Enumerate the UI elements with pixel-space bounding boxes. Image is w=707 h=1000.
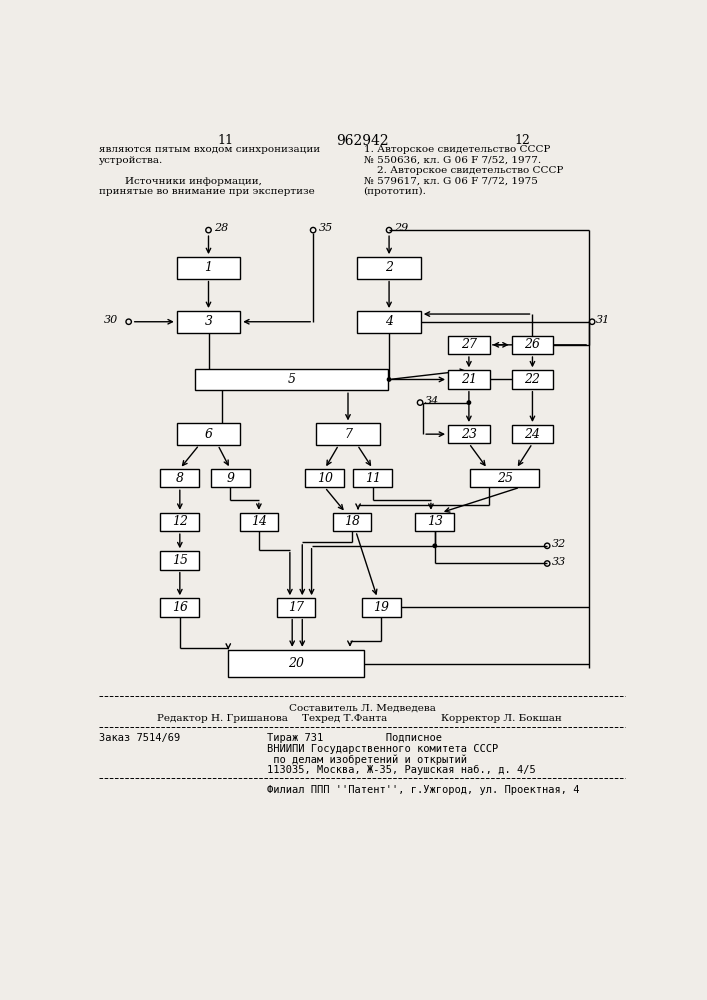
- Text: 21: 21: [461, 373, 477, 386]
- FancyBboxPatch shape: [357, 257, 421, 279]
- FancyBboxPatch shape: [448, 336, 490, 354]
- FancyBboxPatch shape: [160, 598, 199, 617]
- FancyBboxPatch shape: [416, 513, 454, 531]
- Text: Техред Т.Фанта: Техред Т.Фанта: [301, 714, 387, 723]
- Text: Корректор Л. Бокшан: Корректор Л. Бокшан: [441, 714, 562, 723]
- FancyBboxPatch shape: [160, 469, 199, 487]
- Text: 4: 4: [385, 315, 393, 328]
- Text: 3: 3: [204, 315, 213, 328]
- Text: 25: 25: [496, 472, 513, 485]
- Text: 13: 13: [427, 515, 443, 528]
- Text: 27: 27: [461, 338, 477, 351]
- FancyBboxPatch shape: [177, 423, 240, 445]
- Text: 17: 17: [288, 601, 304, 614]
- FancyBboxPatch shape: [177, 257, 240, 279]
- FancyBboxPatch shape: [276, 598, 315, 617]
- Text: 24: 24: [525, 428, 540, 441]
- FancyBboxPatch shape: [177, 311, 240, 333]
- Circle shape: [433, 544, 436, 548]
- Text: 1. Авторское свидетельство СССР
№ 550636, кл. G 06 F 7/52, 1977.
    2. Авторско: 1. Авторское свидетельство СССР № 550636…: [363, 145, 563, 196]
- FancyBboxPatch shape: [228, 650, 364, 677]
- Text: Филиал ППП ''Патент'', г.Ужгород, ул. Проектная, 4: Филиал ППП ''Патент'', г.Ужгород, ул. Пр…: [267, 785, 579, 795]
- Text: 14: 14: [251, 515, 267, 528]
- FancyBboxPatch shape: [512, 370, 554, 389]
- Text: 23: 23: [461, 428, 477, 441]
- FancyBboxPatch shape: [354, 469, 392, 487]
- FancyBboxPatch shape: [512, 336, 554, 354]
- Text: Заказ 7514/69: Заказ 7514/69: [99, 733, 180, 743]
- Circle shape: [467, 401, 471, 404]
- FancyBboxPatch shape: [357, 311, 421, 333]
- Text: Тираж 731          Подписное: Тираж 731 Подписное: [267, 733, 442, 743]
- FancyBboxPatch shape: [195, 369, 387, 390]
- Text: 33: 33: [552, 557, 566, 567]
- Text: 10: 10: [317, 472, 333, 485]
- FancyBboxPatch shape: [211, 469, 250, 487]
- Text: 18: 18: [344, 515, 360, 528]
- Text: 31: 31: [596, 315, 610, 325]
- FancyBboxPatch shape: [160, 551, 199, 570]
- FancyBboxPatch shape: [240, 513, 279, 531]
- Text: 8: 8: [176, 472, 184, 485]
- Circle shape: [387, 378, 391, 381]
- FancyBboxPatch shape: [448, 370, 490, 389]
- FancyBboxPatch shape: [512, 425, 554, 443]
- Text: 1: 1: [204, 261, 213, 274]
- Text: 28: 28: [214, 223, 228, 233]
- Text: 20: 20: [288, 657, 304, 670]
- Text: 9: 9: [226, 472, 234, 485]
- Text: 11: 11: [365, 472, 381, 485]
- Text: 12: 12: [515, 134, 530, 147]
- Text: 113035, Москва, Ж-35, Раушская наб., д. 4/5: 113035, Москва, Ж-35, Раушская наб., д. …: [267, 765, 535, 775]
- Text: 22: 22: [525, 373, 540, 386]
- Text: 11: 11: [218, 134, 233, 147]
- FancyBboxPatch shape: [332, 513, 371, 531]
- Text: по делам изобретений и открытий: по делам изобретений и открытий: [267, 754, 467, 765]
- Text: 26: 26: [525, 338, 540, 351]
- Text: 962942: 962942: [336, 134, 388, 148]
- FancyBboxPatch shape: [316, 423, 380, 445]
- Text: 6: 6: [204, 428, 213, 441]
- Text: 15: 15: [172, 554, 188, 567]
- Text: 16: 16: [172, 601, 188, 614]
- Text: 2: 2: [385, 261, 393, 274]
- Text: 34: 34: [425, 396, 439, 406]
- Text: 30: 30: [103, 315, 118, 325]
- Text: ВНИИПИ Государственного комитета СССР: ВНИИПИ Государственного комитета СССР: [267, 744, 498, 754]
- Text: 5: 5: [288, 373, 296, 386]
- Text: 35: 35: [319, 223, 333, 233]
- Text: 19: 19: [373, 601, 390, 614]
- FancyBboxPatch shape: [160, 513, 199, 531]
- Text: Редактор Н. Гришанова: Редактор Н. Гришанова: [156, 714, 288, 723]
- Text: 12: 12: [172, 515, 188, 528]
- FancyBboxPatch shape: [469, 469, 539, 487]
- Text: Составитель Л. Медведева: Составитель Л. Медведева: [288, 704, 436, 713]
- Text: являются пятым входом синхронизации
устройства.

        Источники информации,
п: являются пятым входом синхронизации устр…: [99, 145, 320, 196]
- FancyBboxPatch shape: [448, 425, 490, 443]
- FancyBboxPatch shape: [305, 469, 344, 487]
- Text: 32: 32: [552, 539, 566, 549]
- Text: 29: 29: [395, 223, 409, 233]
- Text: 7: 7: [344, 428, 352, 441]
- FancyBboxPatch shape: [362, 598, 401, 617]
